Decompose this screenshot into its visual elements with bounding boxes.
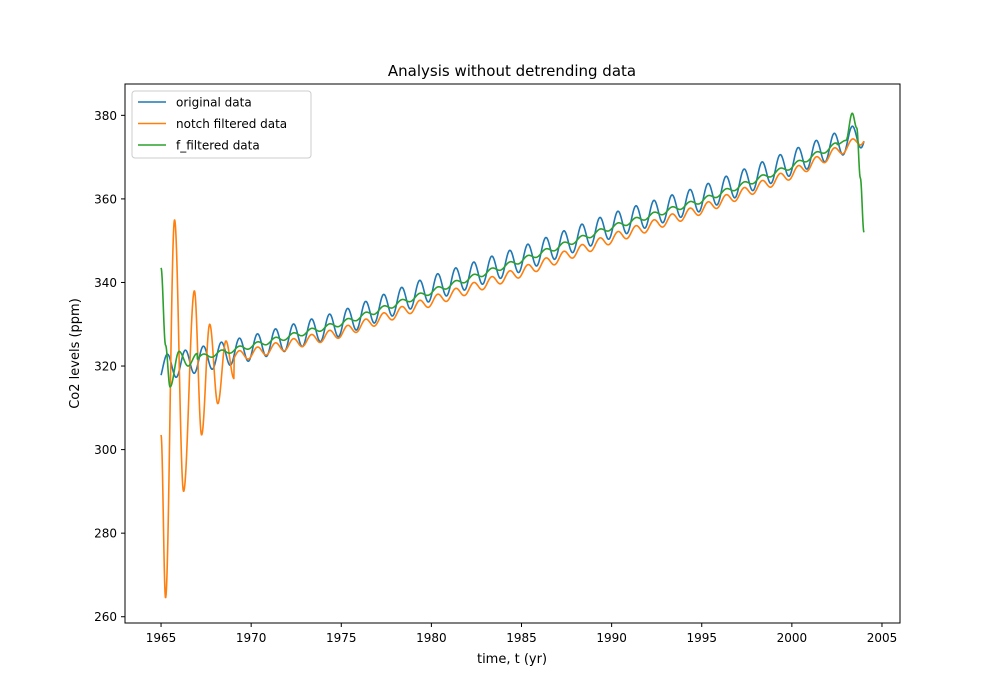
- legend-label-3: f_filtered data: [176, 139, 260, 153]
- x-axis: 1965 1970 1975 1980 1985 1990 1995 2000 2005: [146, 623, 897, 645]
- y-axis: 260 280 300 320 340 360 380: [94, 109, 125, 624]
- x-tick-label: 1990: [596, 631, 627, 645]
- y-tick-label: 320: [94, 360, 117, 374]
- x-tick-label: 2005: [867, 631, 898, 645]
- y-tick-label: 300: [94, 443, 117, 457]
- series-line-1: [160, 125, 865, 379]
- y-tick-label: 340: [94, 276, 117, 290]
- series-layer: [160, 112, 865, 599]
- legend-label-1: original data: [176, 96, 252, 110]
- y-axis-label: Co2 levels (ppm): [68, 298, 83, 409]
- y-tick-label: 380: [94, 109, 117, 123]
- series-line-2: [160, 138, 865, 599]
- x-tick-label: 1975: [326, 631, 357, 645]
- x-tick-label: 1965: [146, 631, 177, 645]
- y-tick-label: 260: [94, 610, 117, 624]
- x-tick-label: 2000: [777, 631, 808, 645]
- legend-label-2: notch filtered data: [176, 117, 287, 131]
- y-tick-label: 280: [94, 527, 117, 541]
- x-axis-label: time, t (yr): [477, 652, 547, 667]
- legend-box: [131, 90, 312, 159]
- series-line-3: [160, 112, 865, 388]
- axes-frame: [124, 83, 901, 624]
- y-tick-label: 360: [94, 192, 117, 206]
- plot-area: [124, 83, 901, 624]
- x-tick-label: 1985: [506, 631, 537, 645]
- legend: original data notch filtered data f_filter…: [131, 90, 312, 159]
- x-tick-label: 1980: [416, 631, 447, 645]
- chart-title: Analysis without detrending data: [388, 62, 636, 80]
- x-tick-label: 1995: [686, 631, 717, 645]
- x-tick-label: 1970: [236, 631, 267, 645]
